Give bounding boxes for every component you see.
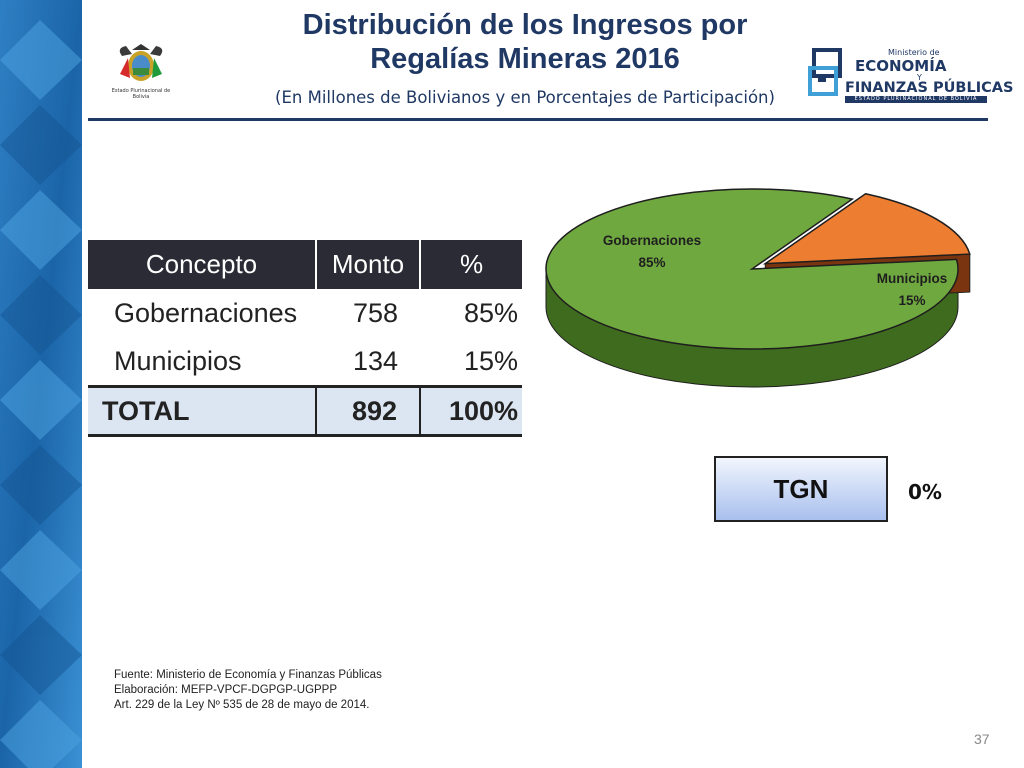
logo-text-ministerio: Ministerio de <box>888 48 940 57</box>
pie-label-name: Municipios <box>877 271 948 286</box>
pie-slice-municipios <box>762 192 971 265</box>
coat-of-arms-icon <box>119 44 163 81</box>
pie-label-name: Gobernaciones <box>603 233 701 248</box>
distribution-pie-chart: Gobernaciones 85% Municipios 15% <box>545 188 971 388</box>
revenue-table: Concepto Monto % Gobernaciones 758 85% M… <box>88 240 522 437</box>
decorative-side-stripe <box>0 0 82 768</box>
row-percent: 85% <box>463 297 518 328</box>
source-line: Fuente: Ministerio de Economía y Finanza… <box>114 669 382 681</box>
page-title-line1: Distribución de los Ingresos por <box>302 9 748 41</box>
total-amount: 892 <box>315 385 420 437</box>
row-percent: 15% <box>463 345 518 376</box>
pie-label-value: 15% <box>898 293 925 308</box>
column-header-percent: % <box>419 240 522 289</box>
pie-label-value: 85% <box>638 255 665 270</box>
column-header-concepto: Concepto <box>88 240 316 289</box>
shield-caption: Estado Plurinacional de Bolivia <box>111 88 171 100</box>
table-total-row: TOTAL 892 100% <box>88 385 522 437</box>
total-percent: 100% <box>419 385 522 437</box>
elaboration-line: Elaboración: MEFP-VPCF-DGPGP-UGPPP <box>114 684 338 696</box>
tgn-value: 0% <box>908 480 942 504</box>
logo-bar <box>845 96 987 103</box>
logo-text-finanzas: FINANZAS PÚBLICAS <box>845 80 1014 96</box>
row-concept: Municipios <box>114 345 242 376</box>
logo-text-y: Y <box>917 73 922 82</box>
legal-line: Art. 229 de la Ley Nº 535 de 28 de mayo … <box>114 699 370 711</box>
ministry-logo-icon <box>808 48 842 96</box>
header-divider <box>88 118 988 121</box>
table-row: Gobernaciones 758 85% <box>88 289 522 337</box>
tgn-label: TGN <box>773 474 829 504</box>
row-amount: 134 <box>352 345 398 376</box>
page-number: 37 <box>974 731 990 747</box>
row-concept: Gobernaciones <box>114 297 298 328</box>
column-header-monto: Monto <box>315 240 420 289</box>
total-concept: TOTAL <box>88 385 316 437</box>
pie-slice-gobernaciones <box>545 188 959 350</box>
logo-text-economia: ECONOMÍA <box>855 57 947 75</box>
table-row: Municipios 134 15% <box>88 337 522 387</box>
source-notes: Fuente: Ministerio de Economía y Finanza… <box>114 668 382 713</box>
page-title-line2: Regalías Mineras 2016 <box>370 43 680 75</box>
table-header-row: Concepto Monto % <box>88 240 522 289</box>
bolivia-shield-logo <box>112 44 170 106</box>
row-amount: 758 <box>352 297 398 328</box>
logo-text-estado: ESTADO PLURINACIONAL DE BOLIVIA <box>854 96 978 102</box>
page-subtitle: (En Millones de Bolivianos y en Porcenta… <box>275 88 775 107</box>
tgn-box: TGN <box>714 456 888 522</box>
